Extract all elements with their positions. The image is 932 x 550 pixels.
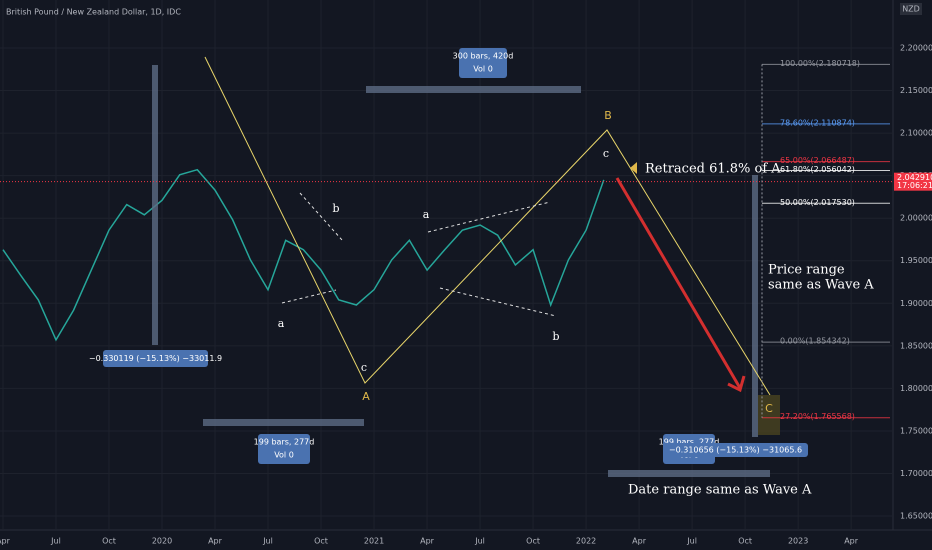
wave-label: A bbox=[362, 390, 370, 403]
range-bar bbox=[608, 470, 770, 477]
wave-label: B bbox=[604, 109, 612, 122]
range-bar bbox=[203, 419, 364, 426]
target-box bbox=[758, 395, 780, 435]
note: same as Wave A bbox=[768, 278, 874, 293]
x-tick-label: 2020 bbox=[152, 537, 172, 546]
wave-label: b bbox=[332, 202, 339, 215]
y-tick-label: 1.650000 bbox=[900, 512, 932, 521]
x-tick-label: Jul bbox=[50, 537, 61, 546]
wave-label: C bbox=[765, 402, 773, 415]
y-tick-label: 1.800000 bbox=[900, 384, 932, 393]
x-tick-label: Oct bbox=[738, 537, 752, 546]
y-tick-label: 1.900000 bbox=[900, 299, 932, 308]
x-tick-label: Oct bbox=[102, 537, 116, 546]
measure-label: −0.310656 (−15.13%) −31065.6 bbox=[669, 446, 802, 455]
arrow-head bbox=[727, 375, 746, 393]
price-tag-label: 2.042910 bbox=[897, 173, 932, 182]
x-tick-label: Apr bbox=[0, 537, 11, 546]
fib-label: 61.80%(2.056042) bbox=[780, 165, 855, 174]
wave-line bbox=[204, 56, 771, 396]
note: Date range same as Wave A bbox=[628, 483, 812, 498]
x-tick-label: Jul bbox=[474, 537, 485, 546]
x-tick-label: Apr bbox=[208, 537, 223, 546]
range-bar bbox=[366, 86, 581, 93]
projection-arrow bbox=[615, 177, 742, 389]
range-bar bbox=[152, 65, 158, 345]
x-tick-label: 2022 bbox=[576, 537, 596, 546]
x-tick-label: Oct bbox=[526, 537, 540, 546]
x-tick-label: Jul bbox=[686, 537, 697, 546]
wave-label: c bbox=[603, 147, 609, 160]
measure-label: −0.330119 (−15.13%) −33011.9 bbox=[89, 354, 222, 363]
x-tick-label: Jul bbox=[262, 537, 273, 546]
y-tick-label: 1.700000 bbox=[900, 469, 932, 478]
price-tag bbox=[894, 172, 932, 191]
y-tick-label: 2.150000 bbox=[900, 86, 932, 95]
x-tick-label: Apr bbox=[632, 537, 647, 546]
range-bar bbox=[752, 175, 758, 437]
measure-box bbox=[663, 443, 808, 457]
measure-label: Vol 0 bbox=[274, 451, 294, 460]
wave-label: c bbox=[361, 361, 367, 374]
fib-label: 78.60%(2.110874) bbox=[780, 118, 855, 127]
y-tick-label: 2.000000 bbox=[900, 214, 932, 223]
fib-label: 27.20%(1.765568) bbox=[780, 412, 855, 421]
measure-label: 300 bars, 420d bbox=[453, 52, 514, 61]
measure-label: 199 bars, 277d bbox=[659, 438, 720, 447]
x-tick-label: Apr bbox=[420, 537, 435, 546]
x-tick-label: 2023 bbox=[788, 537, 808, 546]
x-tick-label: Oct bbox=[314, 537, 328, 546]
arrow-marker bbox=[630, 162, 637, 174]
fib-label: 50.00%(2.017530) bbox=[780, 198, 855, 207]
y-tick-label: 1.950000 bbox=[900, 256, 932, 265]
x-tick-label: Apr bbox=[844, 537, 859, 546]
y-tick-label: 2.200000 bbox=[900, 43, 932, 52]
symbol-title: British Pound / New Zealand Dollar, 1D, … bbox=[6, 8, 181, 17]
channel-lines bbox=[281, 192, 557, 317]
measure-label: 199 bars, 277d bbox=[254, 438, 315, 447]
x-tick-label: 2021 bbox=[364, 537, 384, 546]
wave-label: a bbox=[423, 208, 430, 221]
fib-label: 100.00%(2.180718) bbox=[780, 59, 860, 68]
measure-box bbox=[459, 48, 507, 78]
y-tick-label: 1.750000 bbox=[900, 426, 932, 435]
currency: NZD bbox=[902, 5, 920, 14]
measure-label: Vol 0 bbox=[473, 65, 493, 74]
wave-label: a bbox=[278, 317, 285, 330]
fib-label: 65.00%(2.066487) bbox=[780, 156, 855, 165]
y-tick-label: 1.850000 bbox=[900, 341, 932, 350]
currency-box bbox=[900, 3, 922, 15]
fib-label: 0.00%(1.854342) bbox=[780, 337, 850, 346]
measure-box bbox=[103, 350, 208, 367]
price-line bbox=[2, 168, 605, 342]
wave-label: b bbox=[552, 330, 559, 343]
note: Retraced 61.8% of A bbox=[645, 162, 781, 177]
countdown: 17:06:21 bbox=[897, 181, 932, 190]
measure-box bbox=[258, 434, 310, 464]
note: Price range bbox=[768, 263, 845, 278]
y-tick-label: 2.100000 bbox=[900, 129, 932, 138]
